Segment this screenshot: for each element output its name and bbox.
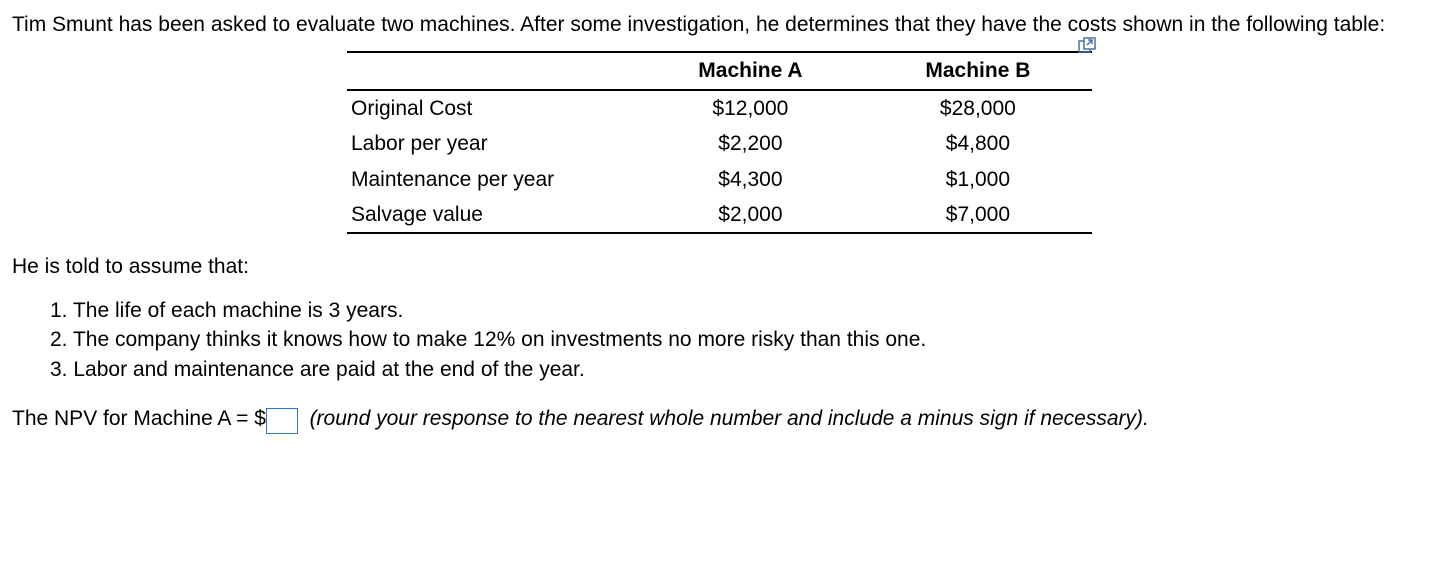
assumption-item: 2. The company thinks it knows how to ma… — [50, 325, 1434, 354]
npv-machine-a-input[interactable] — [266, 408, 298, 434]
cost-table-wrap: Machine A Machine B Original Cost $12,00… — [12, 51, 1434, 234]
cell-value: $28,000 — [864, 90, 1092, 126]
answer-prefix: The NPV for Machine A = $ — [12, 407, 266, 430]
answer-hint: (round your response to the nearest whol… — [310, 407, 1149, 430]
row-label: Maintenance per year — [347, 162, 637, 197]
problem-intro: Tim Smunt has been asked to evaluate two… — [12, 10, 1434, 39]
row-label: Salvage value — [347, 197, 637, 233]
table-row: Salvage value $2,000 $7,000 — [347, 197, 1092, 233]
assumption-item: 3. Labor and maintenance are paid at the… — [50, 355, 1434, 384]
assumption-item: 1. The life of each machine is 3 years. — [50, 296, 1434, 325]
table-row: Original Cost $12,000 $28,000 — [347, 90, 1092, 126]
col-header-machine-a: Machine A — [637, 52, 864, 89]
cell-value: $4,800 — [864, 126, 1092, 161]
cell-value: $12,000 — [637, 90, 864, 126]
table-row: Labor per year $2,200 $4,800 — [347, 126, 1092, 161]
cell-value: $2,000 — [637, 197, 864, 233]
cell-value: $2,200 — [637, 126, 864, 161]
table-row: Maintenance per year $4,300 $1,000 — [347, 162, 1092, 197]
row-label: Original Cost — [347, 90, 637, 126]
popout-icon[interactable] — [1078, 37, 1096, 55]
col-header-blank — [347, 52, 637, 89]
assumptions-intro: He is told to assume that: — [12, 252, 1434, 281]
assumptions-list: 1. The life of each machine is 3 years. … — [12, 296, 1434, 384]
cell-value: $1,000 — [864, 162, 1092, 197]
cell-value: $7,000 — [864, 197, 1092, 233]
col-header-machine-b: Machine B — [864, 52, 1092, 89]
cell-value: $4,300 — [637, 162, 864, 197]
table-header-row: Machine A Machine B — [347, 52, 1092, 89]
row-label: Labor per year — [347, 126, 637, 161]
answer-line: The NPV for Machine A = $ (round your re… — [12, 404, 1434, 433]
cost-table: Machine A Machine B Original Cost $12,00… — [347, 51, 1092, 234]
